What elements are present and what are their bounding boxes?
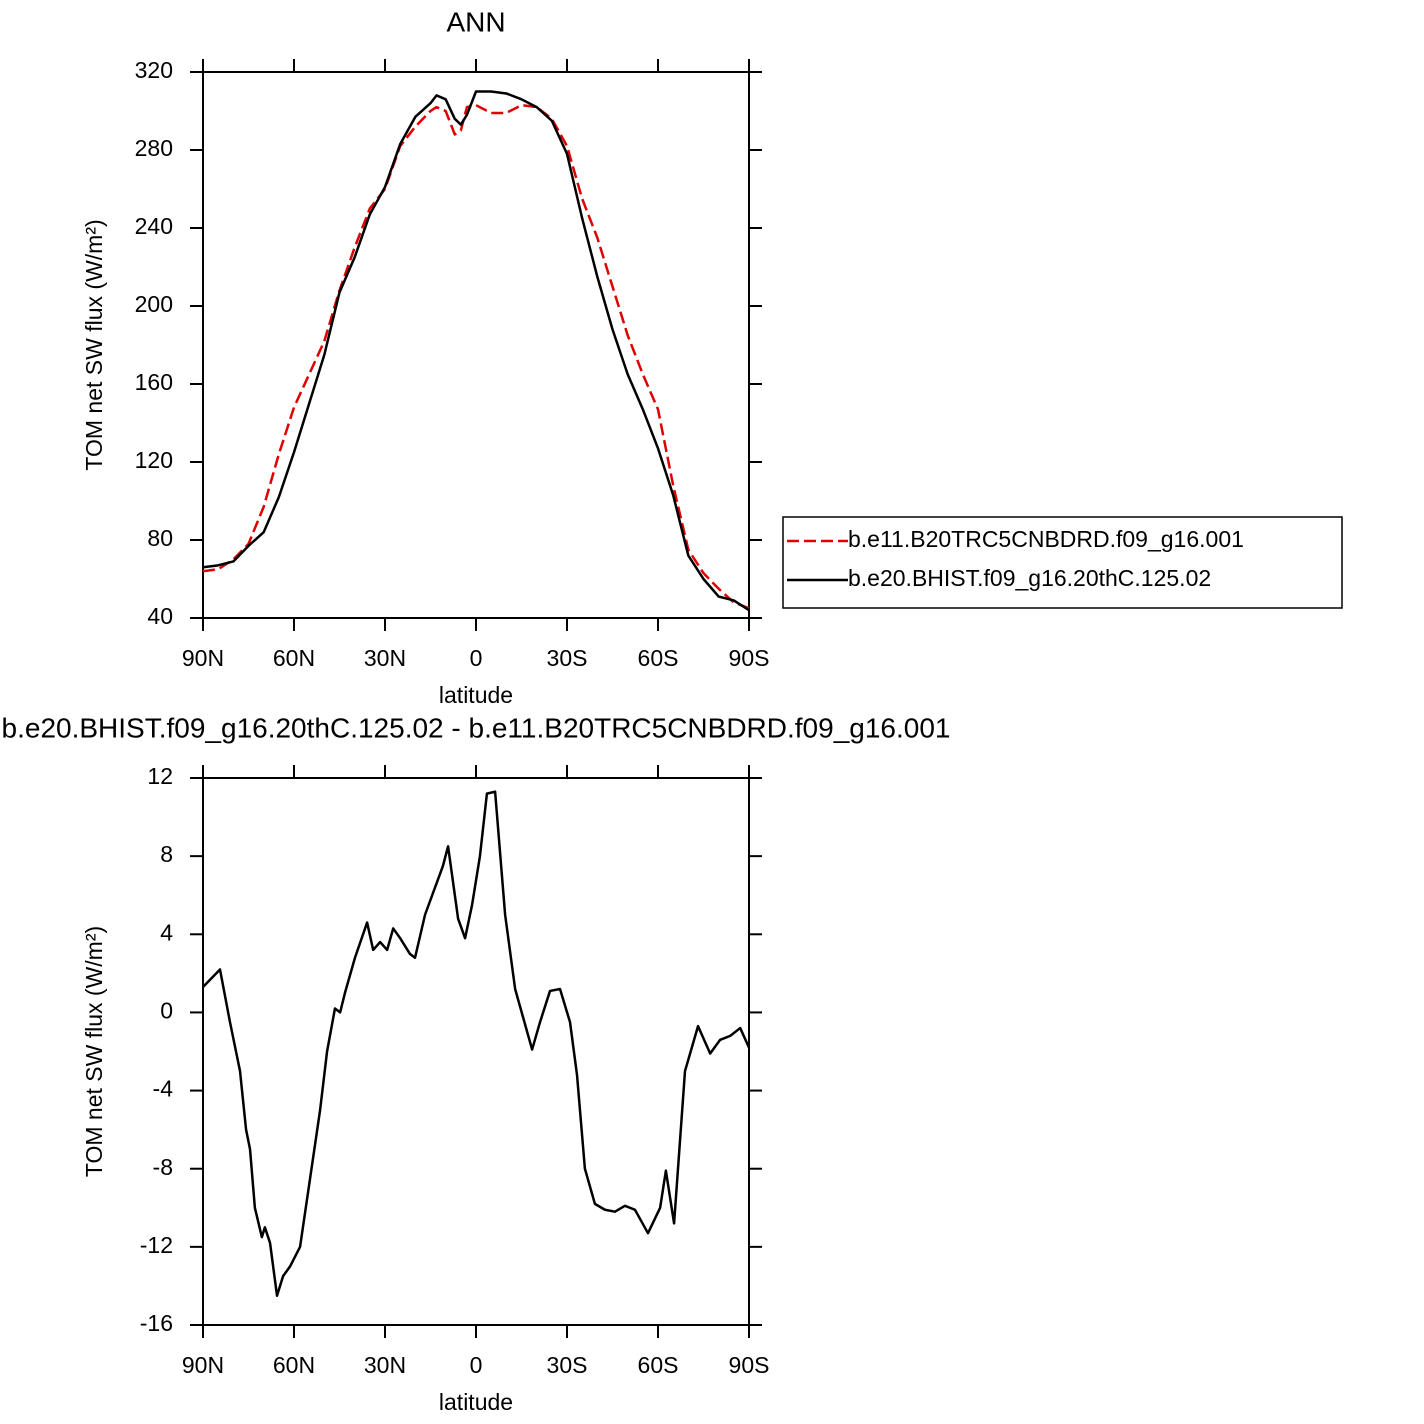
- y-tick-label: 40: [147, 603, 173, 629]
- y-tick-label: 12: [147, 763, 173, 789]
- x-tick-label: 60N: [273, 645, 315, 671]
- y-tick-label: 4: [160, 919, 173, 945]
- x-tick-label: 90N: [182, 645, 224, 671]
- data-line: [202, 90, 750, 612]
- data-line: [202, 790, 751, 1297]
- x-tick-label: 30N: [364, 645, 406, 671]
- x-tick-label: 30S: [547, 645, 588, 671]
- x-tick-label: 0: [470, 645, 483, 671]
- y-tick-label: -8: [153, 1154, 173, 1180]
- y-tick-label: 0: [160, 998, 173, 1024]
- y-tick-label: 80: [147, 525, 173, 551]
- plot-frame: [202, 71, 750, 619]
- x-tick-label: 90S: [729, 645, 770, 671]
- y-axis-label: TOM net SW flux (W/m²): [81, 219, 107, 470]
- x-tick-label: 0: [470, 1352, 483, 1378]
- x-tick-label: 30S: [547, 1352, 588, 1378]
- y-tick-label: 160: [135, 369, 173, 395]
- y-tick-label: -12: [140, 1232, 173, 1258]
- y-tick-label: 280: [135, 135, 173, 161]
- y-tick-label: -16: [140, 1310, 173, 1336]
- x-tick-label: 60S: [638, 645, 679, 671]
- x-axis-label: latitude: [439, 1389, 513, 1415]
- x-axis-label: latitude: [439, 682, 513, 708]
- chart-title: ANN: [446, 6, 505, 37]
- legend-box: [782, 516, 1343, 609]
- x-tick-label: 90N: [182, 1352, 224, 1378]
- x-tick-label: 90S: [729, 1352, 770, 1378]
- plot-frame: [202, 777, 750, 1326]
- y-tick-label: 240: [135, 213, 173, 239]
- legend-label: b.e20.BHIST.f09_g16.20thC.125.02: [848, 565, 1211, 591]
- chart-title: b.e20.BHIST.f09_g16.20thC.125.02 - b.e11…: [2, 712, 951, 743]
- y-tick-label: 8: [160, 841, 173, 867]
- x-tick-label: 60S: [638, 1352, 679, 1378]
- y-tick-label: 120: [135, 447, 173, 473]
- y-tick-label: -4: [153, 1076, 174, 1102]
- legend-label: b.e11.B20TRC5CNBDRD.f09_g16.001: [848, 526, 1244, 552]
- x-tick-label: 30N: [364, 1352, 406, 1378]
- y-axis-label: TOM net SW flux (W/m²): [81, 926, 107, 1177]
- y-tick-label: 200: [135, 291, 173, 317]
- data-line: [202, 103, 750, 610]
- x-tick-label: 60N: [273, 1352, 315, 1378]
- y-tick-label: 320: [135, 57, 173, 83]
